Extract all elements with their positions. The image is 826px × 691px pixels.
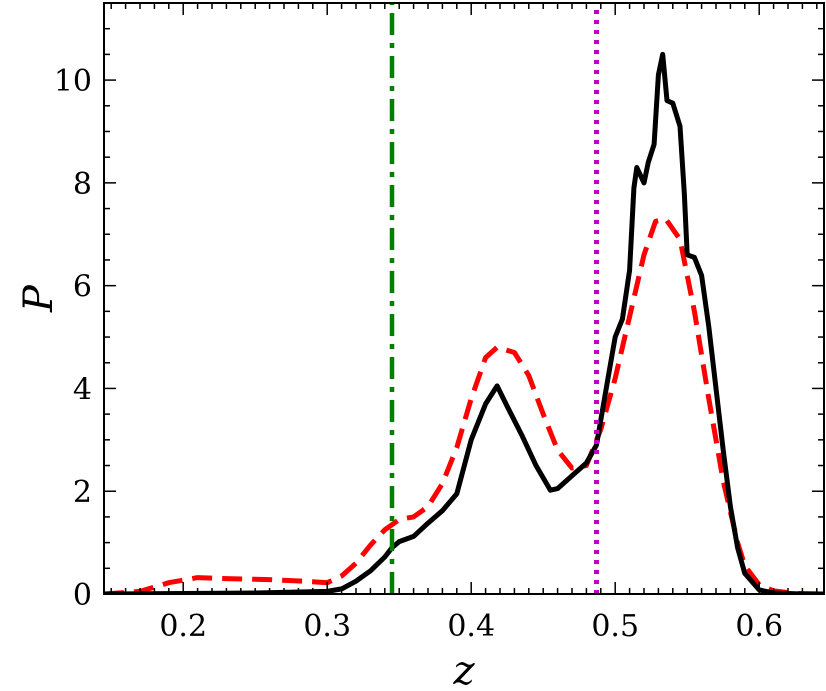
y-tick-label: 8	[73, 167, 92, 202]
x-tick-label: 0.6	[735, 609, 783, 644]
y-tick-label: 0	[73, 578, 92, 613]
y-axis-label: P	[16, 284, 62, 313]
ticks	[104, 2, 824, 595]
y-tick-label: 4	[73, 372, 92, 407]
x-tick-label: 0.3	[303, 609, 351, 644]
tick-labels: 0.2 0.3 0.4 0.5 0.6 0 2 4 6 8 10	[54, 64, 783, 644]
x-tick-label: 0.5	[591, 609, 639, 644]
x-axis-label: z	[452, 648, 475, 691]
plot-frame	[103, 2, 825, 595]
black-solid-line	[104, 51, 824, 594]
y-tick-label: 6	[73, 270, 92, 305]
y-tick-label: 10	[54, 64, 92, 99]
x-tick-label: 0.2	[159, 609, 207, 644]
red-dashed-line	[104, 216, 824, 594]
plot-lines	[104, 3, 824, 594]
x-tick-label: 0.4	[447, 609, 495, 644]
y-tick-label: 2	[73, 475, 92, 510]
